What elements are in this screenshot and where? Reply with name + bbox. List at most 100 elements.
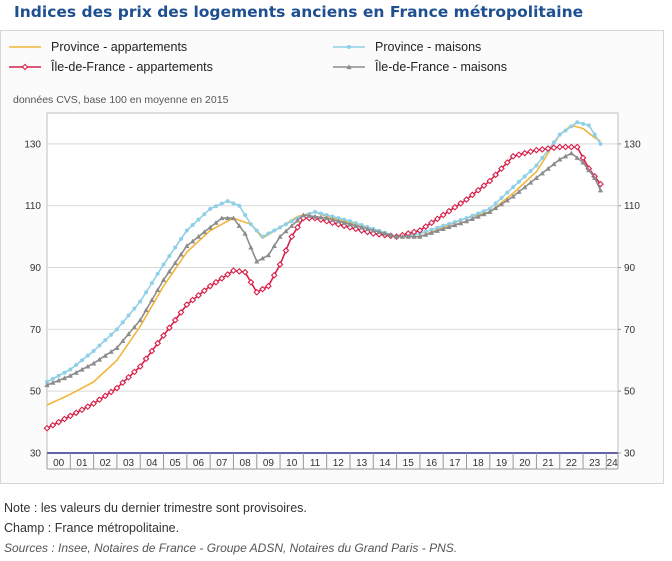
data-point [230, 215, 237, 221]
x-tick-label: 07 [216, 458, 228, 469]
data-point [131, 324, 137, 330]
data-point [84, 403, 92, 411]
data-point [79, 366, 85, 372]
data-point [458, 220, 464, 226]
data-point [283, 222, 288, 227]
data-point [225, 199, 230, 204]
x-tick-label: 11 [310, 458, 321, 469]
data-point [592, 132, 597, 137]
x-tick-label: 16 [426, 458, 438, 469]
y-tick-label-left: 130 [24, 139, 41, 150]
data-point [62, 370, 67, 375]
data-point [445, 207, 453, 215]
data-point [470, 213, 475, 218]
data-point [312, 213, 318, 219]
data-point [399, 234, 406, 239]
data-point [237, 203, 242, 208]
data-point [347, 221, 353, 227]
y-tick-label-right: 50 [624, 387, 636, 398]
data-point [388, 232, 394, 238]
legend-label: Île-de-France - maisons [374, 59, 507, 74]
chart-legend: Province - appartements Province - maison… [9, 40, 507, 74]
data-point [107, 388, 115, 396]
data-point [359, 224, 365, 230]
data-point [498, 201, 505, 207]
data-point [428, 230, 435, 235]
data-point [476, 211, 481, 216]
data-point [136, 363, 144, 370]
x-tick-label: 17 [449, 458, 461, 469]
data-point [423, 232, 429, 237]
data-point [254, 228, 259, 233]
data-point [562, 143, 569, 151]
data-point [66, 412, 74, 420]
data-point [527, 148, 534, 156]
data-point [376, 229, 382, 235]
data-point [103, 338, 108, 343]
data-point [90, 400, 97, 407]
data-point [125, 373, 132, 381]
data-point [195, 234, 202, 239]
data-point [487, 206, 492, 211]
data-point [277, 234, 283, 239]
data-point [451, 203, 459, 211]
x-tick-label: 09 [263, 458, 275, 469]
x-tick-label: 12 [333, 458, 345, 469]
series-line [46, 124, 601, 406]
data-point [318, 211, 323, 216]
data-point [294, 223, 301, 231]
data-point [165, 324, 173, 332]
data-point [202, 212, 207, 217]
line-chart: Province - appartements Province - maison… [9, 40, 641, 470]
x-tick-label: 14 [379, 458, 391, 469]
data-point [499, 196, 504, 200]
data-point [259, 255, 266, 261]
data-point [516, 189, 522, 194]
data-point [265, 252, 272, 258]
data-point [504, 197, 510, 203]
data-point [167, 253, 172, 258]
data-point [91, 360, 97, 366]
data-point [597, 187, 604, 193]
x-tick-label: 05 [170, 458, 182, 469]
data-point [573, 143, 581, 151]
data-point [189, 296, 197, 304]
data-point [206, 282, 214, 290]
data-point [126, 313, 131, 318]
data-point [540, 155, 545, 160]
data-point [282, 247, 290, 254]
series-idf_maisons [44, 150, 604, 388]
data-point [346, 64, 352, 70]
data-point [190, 223, 195, 228]
y-tick-label-left: 110 [25, 201, 41, 212]
data-point [481, 209, 486, 214]
data-point [493, 205, 499, 211]
data-point [74, 362, 79, 367]
data-point [248, 244, 254, 250]
note-champ: Champ : France métropolitaine. [4, 521, 180, 535]
y-tick-label-left: 50 [30, 387, 42, 398]
data-point [452, 222, 458, 228]
data-point [253, 288, 261, 296]
data-point [364, 226, 371, 231]
data-point [568, 143, 575, 151]
data-point [516, 179, 521, 184]
page-title: Indices des prix des logements anciens e… [14, 3, 584, 21]
data-point [144, 290, 149, 295]
data-point [480, 182, 488, 190]
data-point [533, 146, 540, 154]
data-point [439, 211, 447, 219]
data-point [550, 144, 558, 152]
x-tick-label: 22 [566, 458, 578, 469]
data-point [447, 221, 452, 226]
x-axis-ticks: 00 01 02 03 04 05 06 07 08 09 10 11 12 13 14 15 16 17 18 19… [46, 453, 619, 470]
chart-panel: Province - appartements Province - maison… [0, 30, 664, 484]
data-point [294, 217, 301, 223]
y-axis-ticks: 30 30 50 50 70 70 90 90 110 110 130 130 [24, 139, 641, 459]
y-tick-label-right: 30 [624, 449, 636, 460]
data-point [149, 297, 155, 303]
data-point [556, 143, 564, 151]
data-point [522, 174, 527, 179]
data-point [265, 282, 272, 290]
data-point [55, 418, 63, 426]
